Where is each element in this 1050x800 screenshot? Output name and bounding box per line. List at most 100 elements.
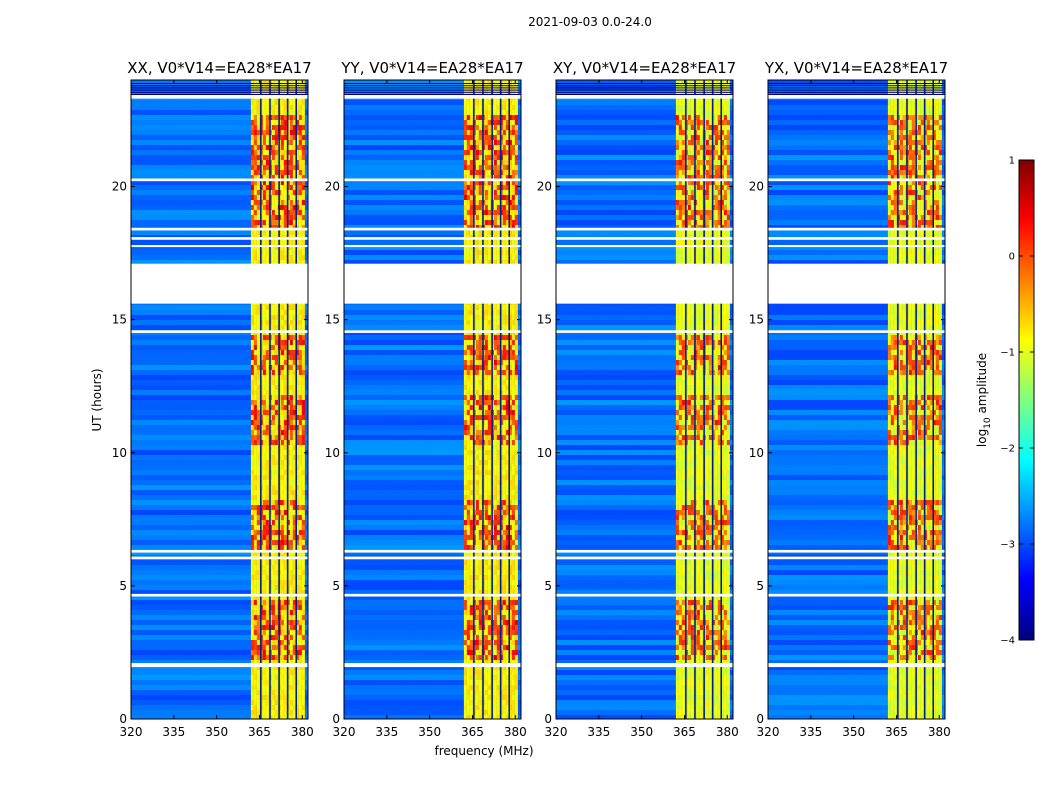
heatmap-row bbox=[344, 525, 521, 530]
band-cell bbox=[292, 225, 296, 230]
band-cell bbox=[283, 160, 287, 165]
band-cell bbox=[478, 180, 482, 185]
band-cell bbox=[493, 375, 497, 380]
band-cell bbox=[298, 245, 302, 250]
band-cell bbox=[283, 685, 287, 690]
band-cell bbox=[493, 485, 497, 490]
band-cell bbox=[256, 490, 260, 495]
band-cell bbox=[295, 685, 299, 690]
band-cell bbox=[514, 515, 518, 520]
band-cell bbox=[469, 680, 473, 685]
band-cell bbox=[289, 130, 293, 135]
band-cell bbox=[298, 705, 302, 710]
band-cell bbox=[295, 210, 299, 215]
heatmap-row bbox=[344, 145, 521, 150]
band-cell bbox=[256, 160, 260, 165]
band-cell bbox=[265, 145, 269, 150]
band-cell bbox=[466, 670, 470, 675]
band-cell bbox=[502, 440, 506, 445]
band-cell bbox=[283, 465, 287, 470]
band-cell bbox=[250, 590, 254, 595]
heatmap-row bbox=[131, 700, 308, 705]
band-cell bbox=[487, 195, 491, 200]
band-cell bbox=[466, 520, 470, 525]
band-cell bbox=[271, 115, 275, 120]
band-cell bbox=[469, 170, 473, 175]
band-cell bbox=[511, 480, 515, 485]
band-cell bbox=[511, 210, 515, 215]
band-cell bbox=[511, 140, 515, 145]
band-cell bbox=[487, 680, 491, 685]
band-cell bbox=[256, 355, 260, 360]
band-cell bbox=[262, 690, 266, 695]
band-cell bbox=[274, 485, 278, 490]
band-cell bbox=[466, 215, 470, 220]
band-cell bbox=[487, 160, 491, 165]
band-cell bbox=[463, 575, 467, 580]
band-cell bbox=[262, 540, 266, 545]
heatmap-row bbox=[344, 260, 521, 265]
band-cell bbox=[502, 475, 506, 480]
band-cell bbox=[295, 690, 299, 695]
band-cell bbox=[271, 630, 275, 635]
band-cell bbox=[469, 690, 473, 695]
band-cell bbox=[283, 680, 287, 685]
band-cell bbox=[250, 525, 254, 530]
band-cell bbox=[289, 475, 293, 480]
band-cell bbox=[280, 170, 284, 175]
band-cell bbox=[256, 520, 260, 525]
band-cell bbox=[265, 110, 269, 115]
band-cell bbox=[508, 710, 512, 715]
band-cell bbox=[505, 585, 509, 590]
band-cell bbox=[271, 195, 275, 200]
band-cell bbox=[514, 700, 518, 705]
band-cell bbox=[511, 430, 515, 435]
band-cell bbox=[283, 660, 287, 665]
band-cell bbox=[289, 395, 293, 400]
band-cell bbox=[271, 580, 275, 585]
band-cell bbox=[280, 310, 284, 315]
band-cell bbox=[478, 315, 482, 320]
band-cell bbox=[505, 390, 509, 395]
band-cell bbox=[484, 595, 488, 600]
band-cell bbox=[508, 355, 512, 360]
band-cell bbox=[496, 80, 500, 85]
band-cell bbox=[271, 495, 275, 500]
band-cell bbox=[514, 350, 518, 355]
band-cell bbox=[496, 190, 500, 195]
band-cell bbox=[265, 625, 269, 630]
band-cell bbox=[265, 565, 269, 570]
band-cell bbox=[262, 595, 266, 600]
band-cell bbox=[295, 250, 299, 255]
band-cell bbox=[253, 685, 257, 690]
band-cell bbox=[271, 370, 275, 375]
band-cell bbox=[250, 320, 254, 325]
band-cell bbox=[298, 445, 302, 450]
band-cell bbox=[511, 680, 515, 685]
band-cell bbox=[475, 530, 479, 535]
band-cell bbox=[295, 225, 299, 230]
band-cell bbox=[463, 225, 467, 230]
band-cell bbox=[505, 505, 509, 510]
band-cell bbox=[271, 355, 275, 360]
band-cell bbox=[295, 560, 299, 565]
band-cell bbox=[496, 370, 500, 375]
band-cell bbox=[478, 655, 482, 660]
band-cell bbox=[301, 145, 305, 150]
band-cell bbox=[505, 700, 509, 705]
band-cell bbox=[508, 220, 512, 225]
band-cell bbox=[511, 635, 515, 640]
band-cell bbox=[283, 130, 287, 135]
band-cell bbox=[487, 660, 491, 665]
band-cell bbox=[502, 670, 506, 675]
band-cell bbox=[262, 590, 266, 595]
band-cell bbox=[478, 165, 482, 170]
band-cell bbox=[466, 360, 470, 365]
band-cell bbox=[250, 480, 254, 485]
heatmap-row bbox=[131, 115, 308, 120]
flagged-row bbox=[131, 94, 308, 99]
band-cell bbox=[466, 210, 470, 215]
band-cell bbox=[496, 635, 500, 640]
band-cell bbox=[484, 405, 488, 410]
band-cell bbox=[493, 230, 497, 235]
